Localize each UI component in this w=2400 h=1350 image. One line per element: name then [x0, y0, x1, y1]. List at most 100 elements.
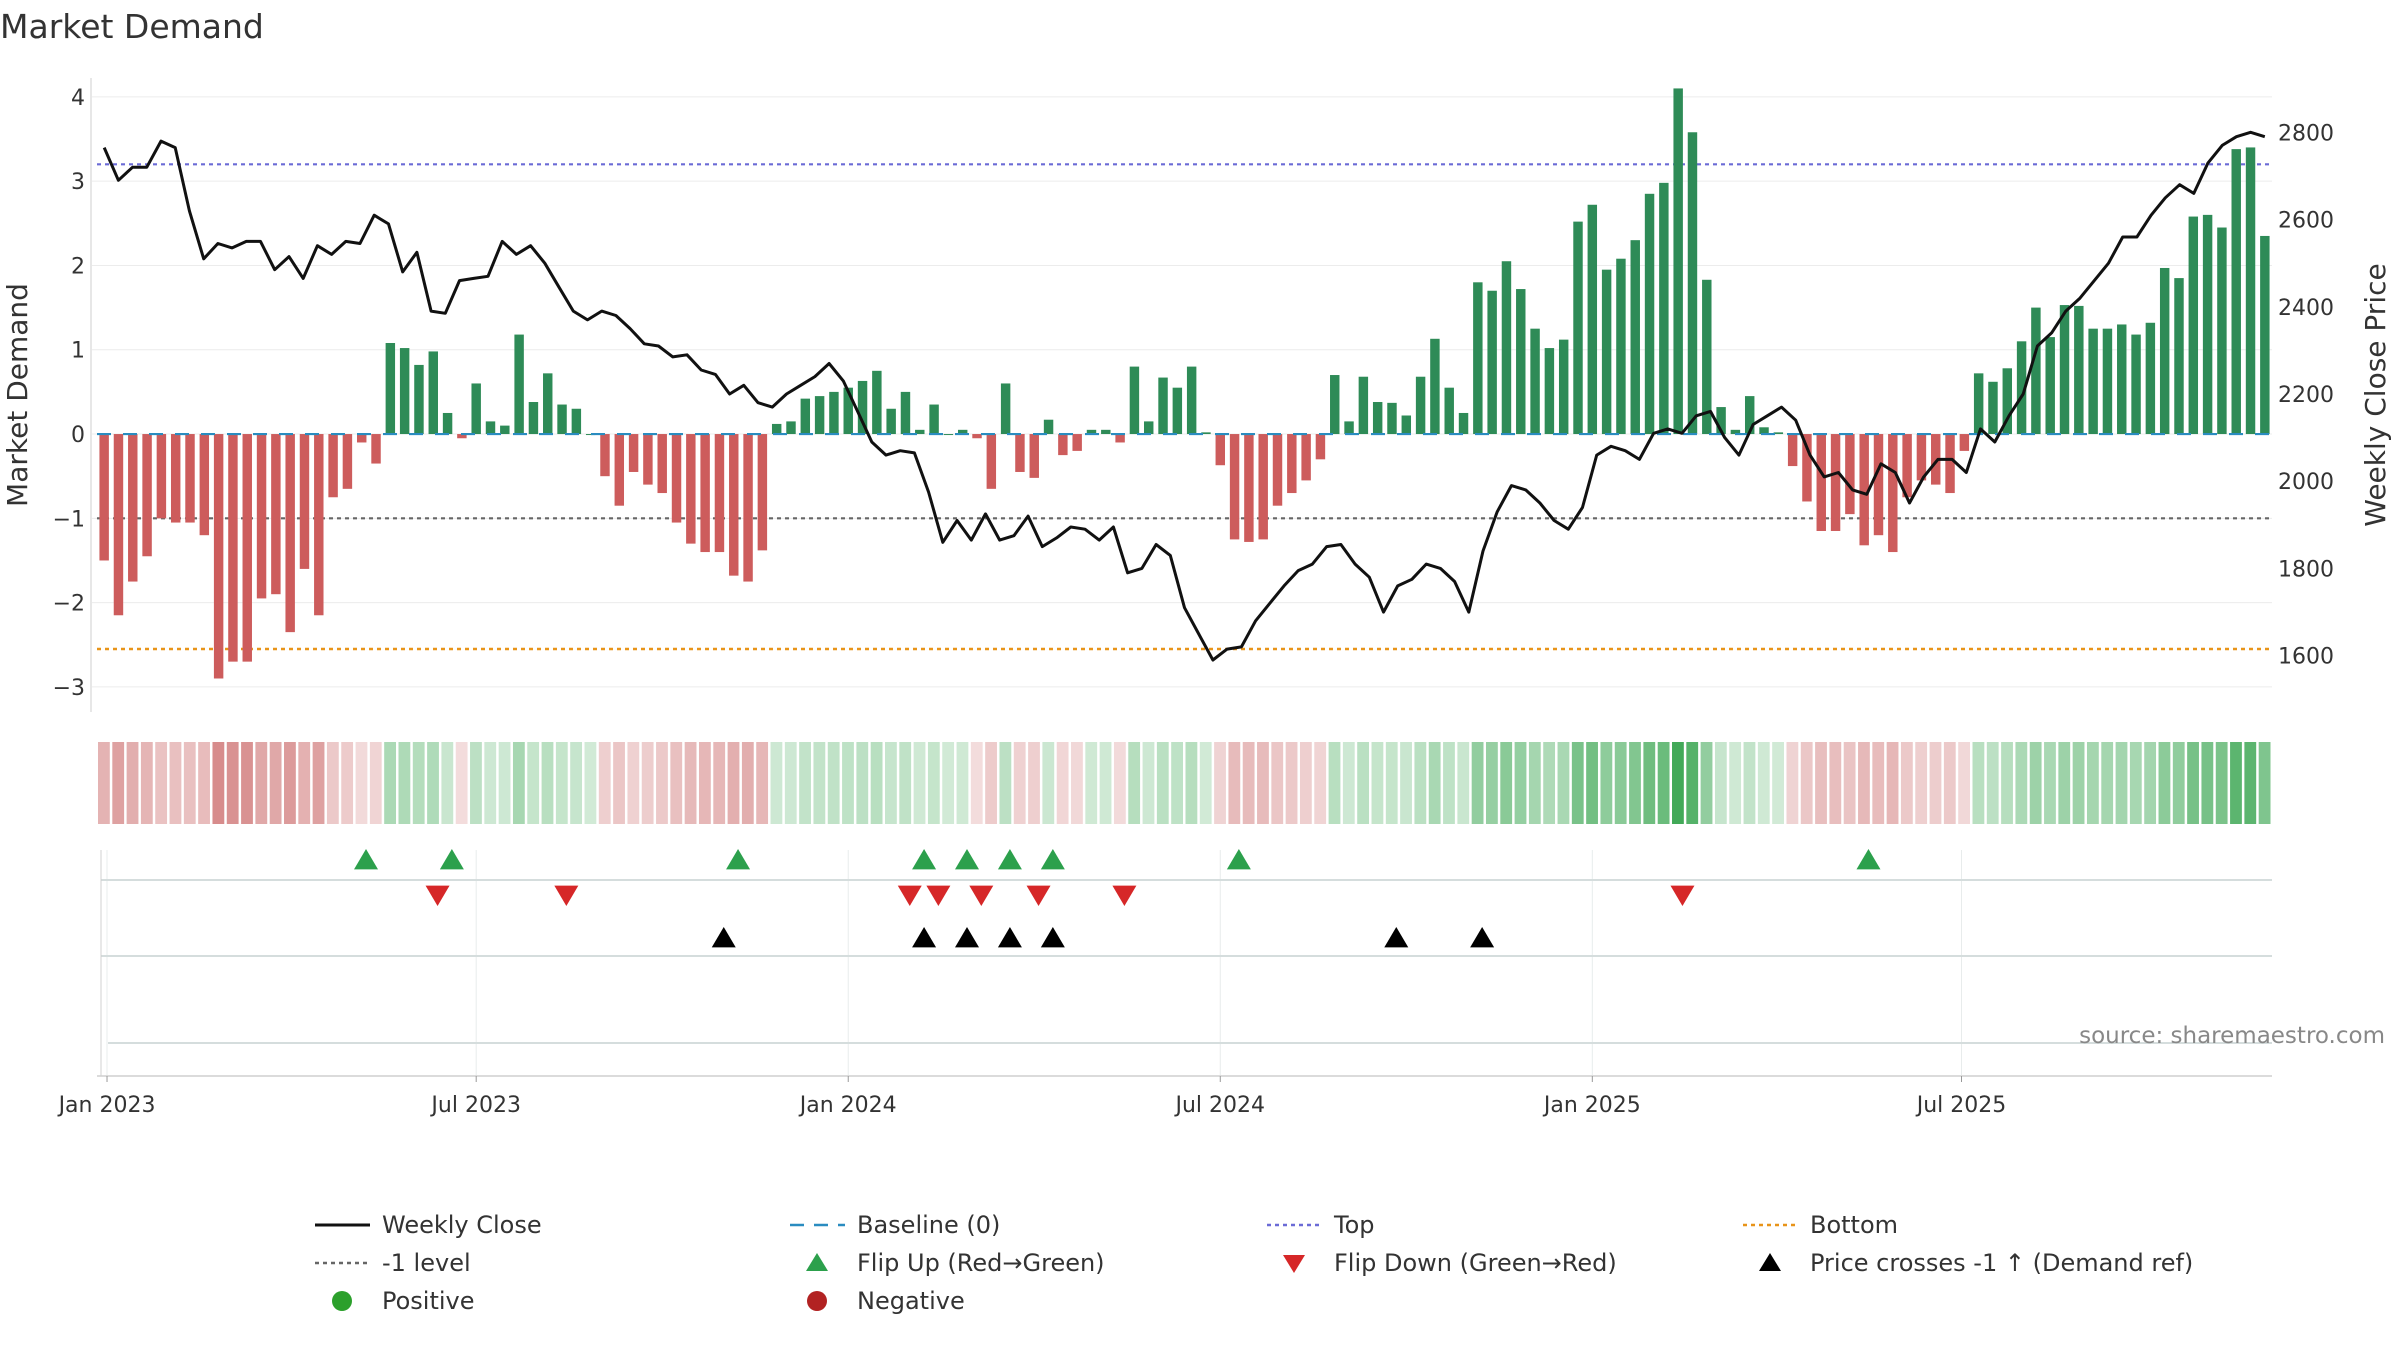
demand-bar — [1630, 240, 1640, 435]
demand-bar — [1000, 383, 1011, 435]
demand-bar — [1244, 434, 1254, 542]
heat-cell — [1457, 742, 1470, 824]
heat-cell — [927, 742, 940, 824]
flip-down-marker — [1026, 885, 1051, 906]
left-axis-label: Market Demand — [1, 283, 34, 507]
demand-bar — [2231, 149, 2241, 435]
heat-cell — [1543, 742, 1556, 824]
left-tick-label: −2 — [53, 592, 85, 617]
x-tick-label: Jul 2024 — [1174, 1093, 1266, 1118]
demand-bar — [1029, 434, 1039, 478]
x-tick-label: Jul 2025 — [1915, 1093, 2007, 1118]
demand-bar — [385, 343, 396, 435]
heat-cell — [1686, 742, 1699, 824]
demand-bar — [1830, 434, 1841, 531]
flip-up-marker — [997, 849, 1022, 870]
demand-bar — [714, 434, 725, 553]
flip-up-marker — [439, 849, 464, 870]
right-tick-label: 2400 — [2278, 296, 2334, 321]
heat-cell — [541, 742, 554, 824]
heat-cell — [341, 742, 354, 824]
demand-bar — [1730, 429, 1741, 435]
demand-bar — [1430, 338, 1440, 435]
heat-cell — [1400, 742, 1412, 824]
demand-bar — [700, 434, 710, 553]
demand-bar — [1158, 377, 1168, 435]
demand-bar — [1587, 204, 1598, 435]
right-tick-label: 1600 — [2278, 645, 2334, 670]
left-tick-label: 3 — [71, 170, 85, 195]
heat-cell — [155, 742, 168, 824]
left-tick-label: −1 — [53, 507, 85, 532]
heat-cell — [813, 742, 826, 824]
heat-cell — [1471, 742, 1484, 824]
right-axis: 2800 2600 2400 2200 2000 1800 1600 — [2278, 121, 2334, 669]
right-tick-label: 2600 — [2278, 209, 2334, 234]
demand-bar — [915, 429, 925, 435]
heat-cell — [326, 742, 339, 824]
demand-bar — [1330, 375, 1340, 435]
demand-bar — [1487, 290, 1497, 435]
heat-cell — [1514, 742, 1527, 824]
demand-bar — [786, 421, 796, 435]
heat-cell — [2158, 742, 2171, 824]
demand-bar — [1931, 434, 1941, 485]
demand-bar — [814, 396, 825, 435]
left-tick-label: 1 — [71, 339, 85, 364]
demand-bar — [1258, 434, 1268, 540]
heat-cell — [1629, 742, 1641, 824]
heat-cell — [870, 742, 883, 824]
flip-up-marker — [726, 849, 751, 870]
heat-cell — [985, 742, 997, 824]
flip-up-marker — [912, 849, 937, 870]
heat-cell — [741, 742, 754, 824]
demand-bar — [1229, 434, 1240, 540]
demand-bar — [285, 434, 295, 633]
heat-cell — [713, 742, 726, 824]
heat-cell — [1872, 742, 1885, 824]
demand-bar — [600, 434, 610, 477]
demand-bar — [2145, 322, 2156, 435]
heat-cell — [140, 742, 153, 824]
demand-bar — [1659, 182, 1669, 435]
demand-bar — [2174, 278, 2184, 435]
heat-cell — [427, 742, 439, 824]
heat-cell — [284, 742, 296, 824]
heat-cell — [2201, 742, 2214, 824]
heat-cell — [112, 742, 125, 824]
heat-cell — [899, 742, 912, 824]
heat-cell — [770, 742, 783, 824]
demand-bar — [156, 434, 167, 519]
price-cross-panel — [101, 927, 2272, 957]
heat-cell — [126, 742, 139, 824]
heat-cell — [942, 742, 955, 824]
demand-bar — [1301, 434, 1311, 481]
heat-cell — [956, 742, 969, 824]
heat-cell — [1958, 742, 1971, 824]
heat-cell — [756, 742, 769, 824]
heat-cell — [484, 742, 497, 824]
demand-bar — [471, 383, 481, 435]
legend-item: Positive — [332, 1287, 475, 1315]
price-cross-marker — [955, 927, 979, 948]
heat-cell — [183, 742, 196, 824]
heat-cell — [1571, 742, 1584, 824]
demand-bar — [2159, 267, 2170, 435]
heat-cell — [684, 742, 697, 824]
flip-marker-panel — [101, 849, 2272, 906]
demand-bar — [671, 434, 682, 523]
heat-cell — [1228, 742, 1241, 824]
heat-cell — [2172, 742, 2185, 824]
demand-bar — [900, 391, 911, 435]
demand-bars — [97, 88, 2272, 679]
demand-bar — [1558, 339, 1569, 435]
flip-down-marker — [425, 885, 450, 906]
heat-cell — [613, 742, 625, 824]
demand-bar — [1344, 421, 1354, 435]
right-tick-label: 2200 — [2278, 383, 2334, 408]
heat-cell — [570, 742, 583, 824]
demand-bar — [1415, 376, 1426, 435]
heat-cell — [1071, 742, 1083, 824]
legend-item: Bottom — [1743, 1211, 1898, 1239]
demand-bar — [1787, 434, 1798, 467]
